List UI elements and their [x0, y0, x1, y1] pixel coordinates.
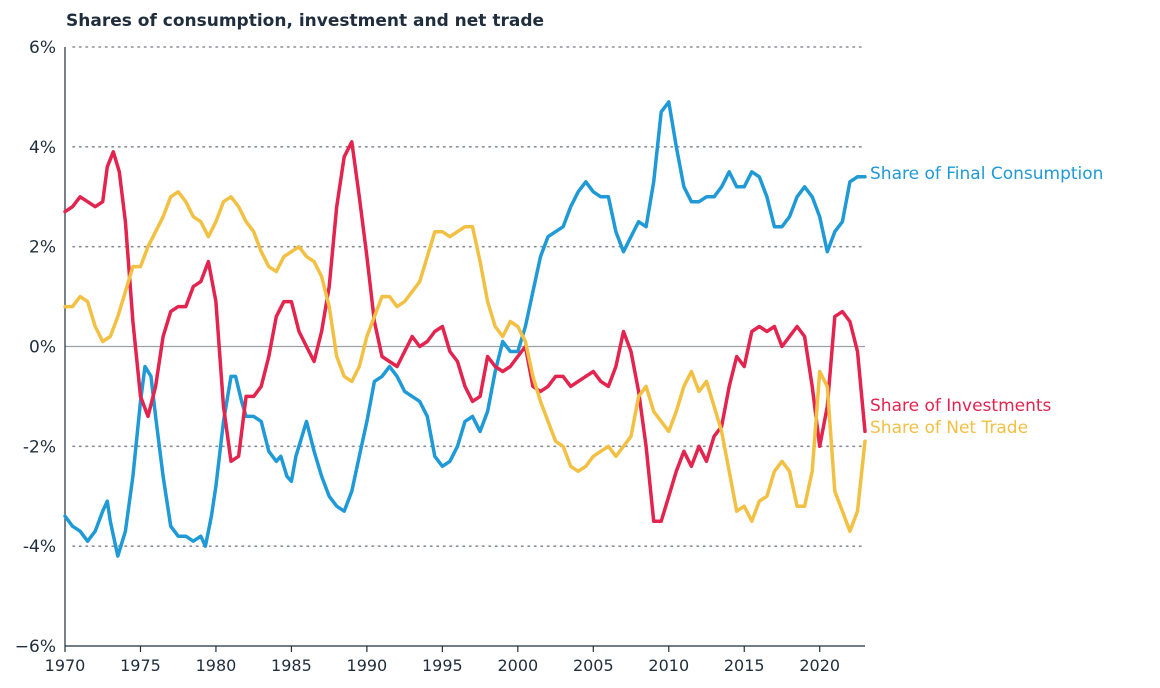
chart-title: Shares of consumption, investment and ne… [66, 11, 544, 31]
x-tick-label: 2000 [497, 656, 538, 675]
x-tick-labels: 1970 1975 1980 1985 1990 1995 2000 2005 2010 2015… [45, 656, 840, 675]
y-tick-label: −6% [15, 637, 56, 657]
axes [64, 47, 865, 652]
x-tick-label: 2015 [724, 656, 765, 675]
y-tick-label: -2% [23, 437, 56, 457]
x-tick-label: 1990 [347, 656, 388, 675]
x-tick-label: 1980 [196, 656, 237, 675]
y-tick-label: 2% [29, 238, 56, 258]
series-lines [63, 100, 867, 558]
y-tick-label: 6% [29, 38, 56, 58]
series-labels: Share of Final Consumption Share of Inves… [870, 164, 1103, 438]
x-tick-label: 1995 [422, 656, 463, 675]
x-tick-label: 2005 [573, 656, 614, 675]
series-label-share-of-final-consumption: Share of Final Consumption [870, 164, 1103, 184]
x-tick-label: 2010 [648, 656, 689, 675]
x-tick-label: 1975 [120, 656, 161, 675]
series-label-share-of-investments: Share of Investments [870, 396, 1052, 416]
series-line-share-of-net-trade [63, 190, 867, 533]
series-label-share-of-net-trade: Share of Net Trade [870, 418, 1028, 438]
y-tick-label: -4% [23, 537, 56, 557]
y-tick-label: 0% [29, 338, 56, 358]
y-tick-labels: 6% 4% 2% 0% -2% -4% −6% [15, 38, 56, 657]
grid [65, 46, 866, 547]
y-tick-label: 4% [29, 138, 56, 158]
x-tick-label: 1970 [45, 656, 86, 675]
series-line-share-of-final-consumption [63, 100, 867, 558]
x-tick-label: 1985 [271, 656, 312, 675]
series-line-share-of-investments [63, 140, 867, 523]
x-tick-label: 2020 [799, 656, 840, 675]
